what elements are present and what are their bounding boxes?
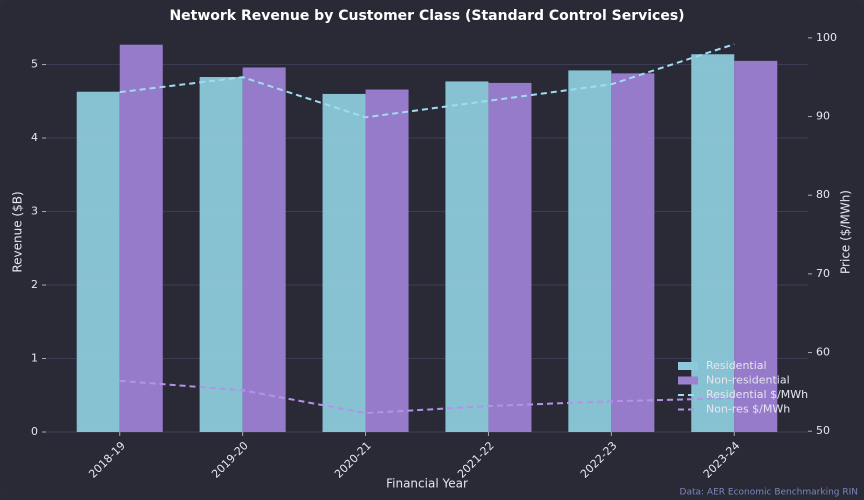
bar	[445, 81, 489, 432]
y2-tick-label: 90	[816, 110, 830, 123]
y2-axis-label: Price ($/MWh)	[839, 190, 853, 274]
x-axis-label: Financial Year	[386, 477, 468, 491]
bar	[734, 60, 778, 432]
y2-tick-label: 100	[816, 31, 837, 44]
chart-title: Network Revenue by Customer Class (Stand…	[169, 8, 684, 24]
legend-label: Non-res $/MWh	[706, 403, 790, 416]
bar	[322, 93, 366, 433]
bar	[242, 67, 286, 432]
y2-tick-label: 60	[816, 346, 830, 359]
y-tick-label: 4	[31, 131, 38, 144]
bar	[611, 73, 655, 433]
y-tick-label: 5	[31, 58, 38, 71]
y-tick-label: 1	[31, 352, 38, 365]
bar	[199, 77, 243, 433]
bar	[488, 82, 532, 433]
legend-label: Residential $/MWh	[706, 388, 808, 401]
bar	[119, 44, 163, 432]
y-axis-label: Revenue ($B)	[11, 191, 25, 272]
y-tick-label: 2	[31, 278, 38, 291]
y2-tick-label: 80	[816, 188, 830, 201]
bar	[691, 54, 735, 432]
y2-tick-label: 50	[816, 424, 830, 437]
line-series	[119, 43, 735, 119]
y-tick-label: 0	[31, 425, 38, 438]
bar	[76, 91, 120, 432]
bar	[365, 89, 409, 433]
legend-label: Residential	[706, 359, 767, 372]
y-tick-label: 3	[31, 205, 38, 218]
legend-label: Non-residential	[706, 374, 790, 387]
source-note: Data: AER Economic Benchmarking RIN	[680, 488, 858, 498]
legend-swatch	[678, 376, 698, 385]
legend-swatch	[678, 362, 698, 370]
line-series	[119, 379, 735, 415]
y2-tick-label: 70	[816, 267, 830, 280]
bar	[568, 70, 612, 433]
